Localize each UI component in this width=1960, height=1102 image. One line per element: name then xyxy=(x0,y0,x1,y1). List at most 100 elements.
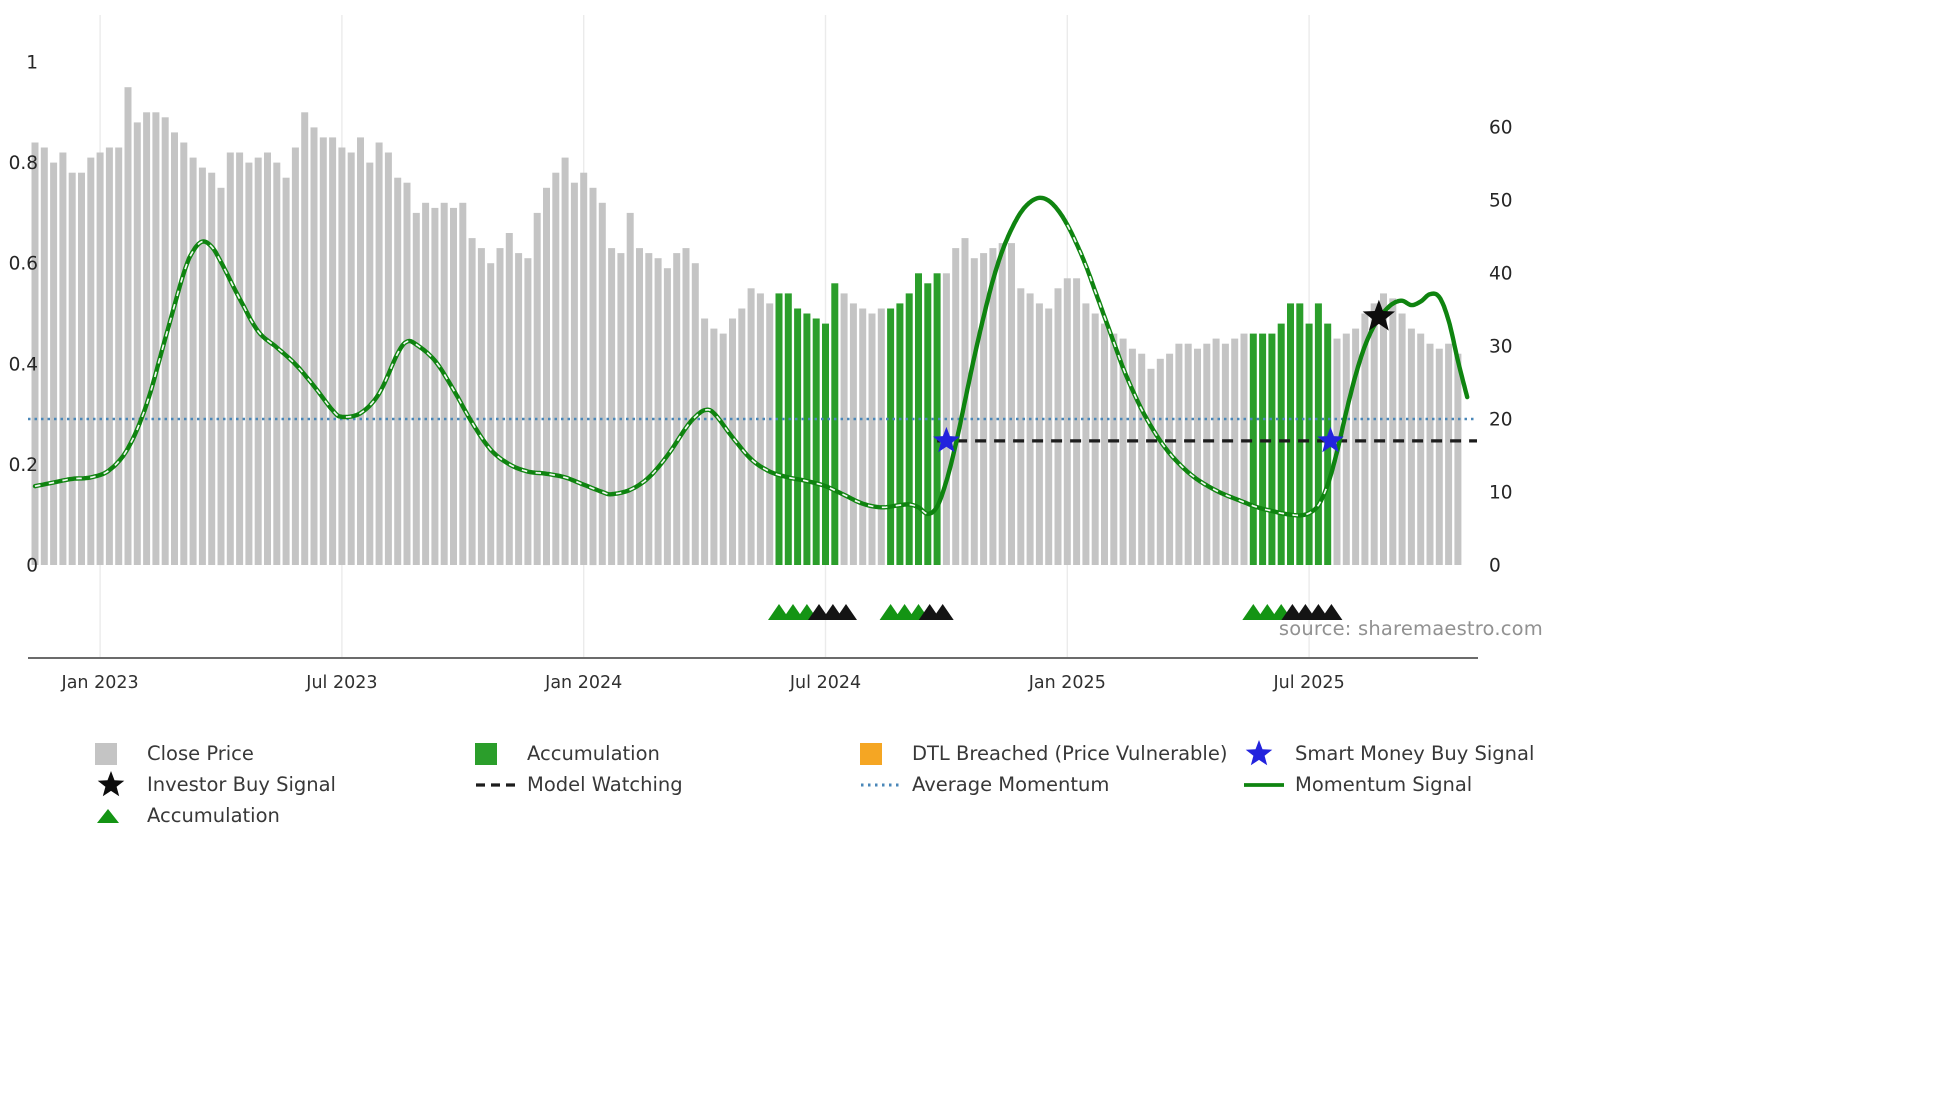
close-price-bar xyxy=(1380,293,1387,565)
close-price-bar xyxy=(1008,243,1015,565)
accumulation-bar xyxy=(887,308,895,565)
close-price-bar xyxy=(338,147,346,565)
legend-label: Accumulation xyxy=(527,742,660,765)
close-price-bar xyxy=(1026,293,1034,565)
close-price-swatch-icon xyxy=(95,742,137,765)
accumulation-swatch-icon xyxy=(475,742,517,765)
average-momentum-line-icon xyxy=(860,780,902,790)
close-price-bar xyxy=(40,147,48,565)
close-price-bar xyxy=(357,137,364,565)
close-price-bar xyxy=(1138,353,1146,565)
close-price-bar xyxy=(617,253,625,565)
close-price-bar xyxy=(1082,303,1090,565)
close-price-bar xyxy=(626,212,634,565)
close-price-bar xyxy=(1194,348,1201,565)
right-axis-tick-label: 40 xyxy=(1489,264,1513,285)
close-price-bar xyxy=(970,258,978,565)
right-axis-tick-label: 60 xyxy=(1489,118,1513,139)
close-price-bar xyxy=(366,162,374,565)
left-axis-tick-label: 1 xyxy=(26,53,38,74)
accumulation-triangle-marker xyxy=(893,604,916,620)
close-price-bar xyxy=(1212,338,1220,565)
close-price-bar xyxy=(208,172,216,565)
close-price-bar xyxy=(68,172,76,565)
close-price-bar xyxy=(552,172,560,565)
left-axis-tick-label: 0.8 xyxy=(9,153,38,174)
close-price-bar xyxy=(645,253,653,565)
close-price-bar xyxy=(1407,328,1415,565)
left-axis-tick-label: 0 xyxy=(26,556,38,577)
close-price-bar xyxy=(738,308,746,565)
investor-buy-signal-star xyxy=(1362,299,1395,331)
close-price-bar xyxy=(589,187,597,566)
left-axis-tick-label: 0.6 xyxy=(9,254,38,275)
accumulation-bar xyxy=(1259,333,1267,565)
legend-item-close-price: Close Price xyxy=(85,742,465,765)
close-price-bar xyxy=(487,263,495,565)
close-price-bar xyxy=(403,182,411,565)
close-price-bar xyxy=(236,152,244,565)
close-price-bar xyxy=(431,207,439,565)
close-price-bar xyxy=(1398,313,1406,565)
right-axis-tick-label: 30 xyxy=(1489,337,1513,358)
close-price-bar xyxy=(301,112,309,566)
close-price-bar xyxy=(608,248,616,565)
close-price-bar xyxy=(31,142,39,565)
accumulation-bar xyxy=(1296,303,1304,565)
close-price-bar xyxy=(254,157,262,565)
close-price-bar xyxy=(998,243,1006,565)
legend-label: Model Watching xyxy=(527,773,683,796)
legend-label: Accumulation xyxy=(147,804,280,827)
close-price-bar xyxy=(1435,348,1443,565)
close-price-bar xyxy=(1147,368,1155,565)
left-axis-tick-label: 0.4 xyxy=(9,354,38,375)
accumulation-bar xyxy=(803,313,811,565)
source-attribution: source: sharemaestro.com xyxy=(1278,617,1543,640)
close-price-bar xyxy=(477,248,485,565)
accumulation-bar xyxy=(1314,303,1322,565)
accumulation-bar xyxy=(812,318,820,565)
legend-label: Smart Money Buy Signal xyxy=(1295,742,1535,765)
accumulation-bar xyxy=(933,273,941,565)
x-axis-tick-label: Jan 2023 xyxy=(61,673,139,693)
legend-label: Investor Buy Signal xyxy=(147,773,336,796)
close-price-bar xyxy=(747,288,755,565)
close-price-bar xyxy=(282,177,290,565)
close-price-bar xyxy=(570,182,578,565)
close-price-bar xyxy=(440,202,448,566)
legend-item-average-momentum: Average Momentum xyxy=(850,773,1233,796)
close-price-bar xyxy=(189,157,197,565)
accumulation-bar xyxy=(1305,323,1313,565)
close-price-bar xyxy=(1119,338,1127,565)
close-price-bar xyxy=(1361,313,1369,565)
close-price-bar xyxy=(543,187,550,566)
accumulation-triangle-marker xyxy=(879,604,902,620)
accumulation-bar xyxy=(1249,333,1257,565)
close-price-bar xyxy=(329,137,337,565)
x-axis-tick-label: Jul 2025 xyxy=(1272,673,1344,693)
close-price-bar xyxy=(375,142,383,565)
close-price-bar xyxy=(133,122,141,566)
close-price-bar xyxy=(1110,333,1118,565)
close-price-bar xyxy=(1101,323,1108,565)
accumulation-triangle-marker xyxy=(1256,604,1279,620)
legend-item-investor-buy-signal: Investor Buy Signal xyxy=(85,770,465,800)
close-price-bar xyxy=(143,112,151,566)
right-axis-tick-label: 0 xyxy=(1489,556,1501,577)
smart-money-star-icon xyxy=(1243,739,1285,769)
close-price-bar xyxy=(580,172,588,565)
accumulation-bar xyxy=(924,283,932,565)
accumulation-triangle-marker-dark xyxy=(808,604,830,620)
close-price-bar xyxy=(1426,343,1434,565)
accumulation-triangle-marker xyxy=(768,604,790,620)
accumulation-triangle-marker-dark xyxy=(1320,604,1343,620)
smart-money-buy-signal-star xyxy=(1317,426,1344,453)
close-price-bar xyxy=(347,152,355,565)
close-price-bar xyxy=(1203,343,1211,565)
accumulation-bar xyxy=(794,308,802,565)
close-price-bar xyxy=(422,202,430,566)
accumulation-triangle-marker-dark xyxy=(835,604,857,620)
close-price-bar xyxy=(505,233,513,565)
legend-label: DTL Breached (Price Vulnerable) xyxy=(912,742,1228,765)
accumulation-bar xyxy=(1287,303,1294,565)
